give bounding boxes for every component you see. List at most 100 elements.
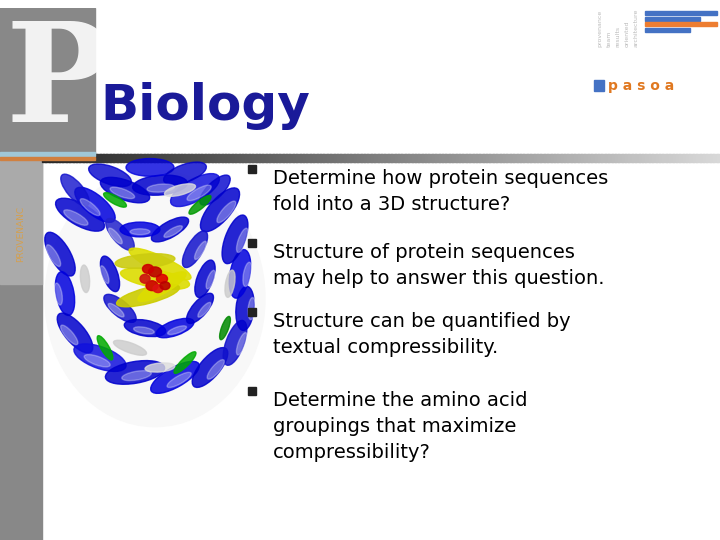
Bar — [388, 153, 392, 163]
Bar — [615, 153, 619, 163]
Ellipse shape — [156, 274, 168, 283]
Bar — [605, 153, 609, 163]
Bar — [133, 153, 138, 163]
Bar — [144, 153, 148, 163]
Bar — [438, 153, 443, 163]
Ellipse shape — [105, 361, 165, 384]
Bar — [432, 153, 436, 163]
Bar — [446, 153, 450, 163]
Bar — [248, 387, 256, 395]
Bar — [246, 153, 250, 163]
Bar — [286, 153, 290, 163]
Bar — [625, 153, 629, 163]
Bar — [523, 153, 528, 163]
Bar — [469, 153, 474, 163]
Ellipse shape — [192, 348, 228, 387]
Bar — [283, 153, 287, 163]
Bar — [662, 153, 667, 163]
Ellipse shape — [156, 319, 194, 338]
Bar — [690, 153, 694, 163]
Bar — [364, 153, 369, 163]
Bar — [343, 153, 348, 163]
Bar — [178, 153, 182, 163]
Bar — [130, 153, 135, 163]
Bar — [202, 153, 206, 163]
Bar — [669, 153, 673, 163]
Bar — [503, 153, 508, 163]
Bar — [10, 18, 88, 146]
Bar — [428, 153, 433, 163]
Bar — [323, 153, 328, 163]
Bar — [69, 153, 73, 163]
Ellipse shape — [207, 360, 225, 379]
Bar — [164, 153, 168, 163]
Text: Structure can be quantified by
textual compressibility.: Structure can be quantified by textual c… — [273, 312, 571, 357]
Bar — [482, 153, 487, 163]
Bar — [289, 153, 294, 163]
Ellipse shape — [229, 249, 251, 298]
Ellipse shape — [89, 164, 131, 186]
Text: results: results — [616, 26, 621, 47]
Text: provenance: provenance — [598, 10, 603, 47]
Bar — [645, 29, 690, 32]
Bar — [184, 153, 189, 163]
Ellipse shape — [206, 270, 215, 289]
Ellipse shape — [236, 228, 248, 253]
Bar — [649, 153, 653, 163]
Ellipse shape — [222, 215, 248, 264]
Bar — [693, 153, 697, 163]
Bar — [248, 165, 256, 173]
Bar — [347, 153, 351, 163]
Bar — [83, 153, 87, 163]
Ellipse shape — [171, 173, 220, 207]
Text: p a s o a: p a s o a — [608, 79, 674, 92]
Bar — [710, 153, 714, 163]
Ellipse shape — [182, 231, 207, 267]
Bar — [575, 153, 579, 163]
Ellipse shape — [148, 267, 161, 277]
Ellipse shape — [143, 265, 153, 273]
Ellipse shape — [147, 184, 174, 192]
Ellipse shape — [110, 187, 135, 199]
Bar — [232, 153, 236, 163]
Ellipse shape — [60, 174, 89, 206]
Ellipse shape — [150, 361, 199, 393]
Ellipse shape — [115, 254, 175, 268]
Bar — [618, 153, 623, 163]
Bar — [656, 153, 660, 163]
Bar — [66, 153, 70, 163]
Bar — [218, 153, 222, 163]
Bar — [371, 153, 375, 163]
Bar — [330, 153, 335, 163]
Bar — [204, 153, 209, 163]
Bar — [212, 153, 216, 163]
Bar — [480, 153, 484, 163]
Bar — [676, 153, 680, 163]
Bar — [0, 8, 42, 540]
Bar — [235, 153, 240, 163]
Bar — [652, 153, 657, 163]
Ellipse shape — [186, 293, 214, 323]
Bar — [266, 153, 270, 163]
Bar — [248, 239, 256, 247]
Text: Determine how protein sequences
fold into a 3D structure?: Determine how protein sequences fold int… — [273, 170, 608, 214]
Bar — [310, 153, 314, 163]
Bar — [374, 153, 379, 163]
Bar — [249, 153, 253, 163]
Bar — [645, 153, 650, 163]
Text: oriented: oriented — [624, 21, 629, 47]
Bar — [645, 23, 717, 26]
Bar — [716, 153, 720, 163]
Bar — [168, 153, 172, 163]
Bar — [269, 153, 274, 163]
Ellipse shape — [81, 265, 90, 293]
Bar — [554, 153, 558, 163]
Bar — [577, 153, 582, 163]
Bar — [0, 8, 42, 284]
Bar — [215, 153, 220, 163]
Bar — [517, 153, 521, 163]
Ellipse shape — [140, 274, 150, 283]
Bar — [313, 153, 318, 163]
Bar — [401, 153, 406, 163]
Ellipse shape — [120, 268, 189, 289]
